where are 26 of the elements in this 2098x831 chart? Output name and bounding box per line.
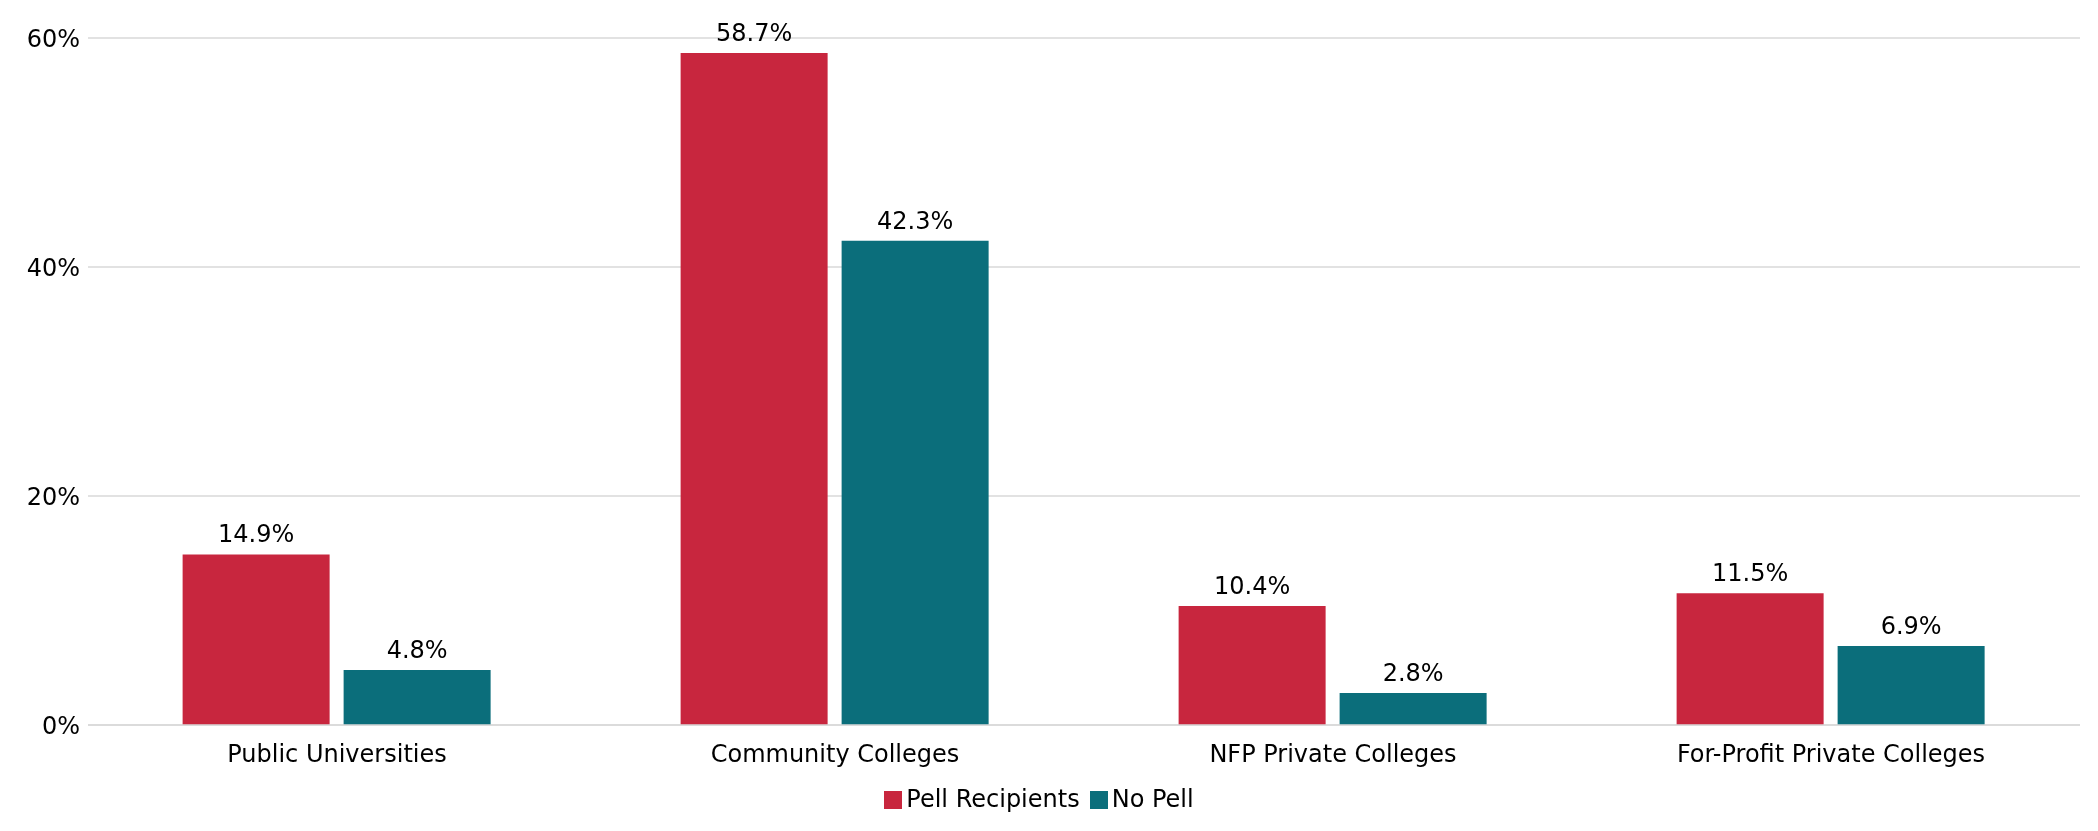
bar <box>841 240 989 725</box>
x-tick-label: Public Universities <box>227 740 447 769</box>
legend-label: Pell Recipients <box>906 785 1080 813</box>
y-tick-label: 40% <box>26 253 80 282</box>
bar <box>1676 593 1824 725</box>
bar <box>1837 646 1985 725</box>
y-tick-label: 60% <box>26 24 80 53</box>
data-label: 4.8% <box>386 636 448 665</box>
data-label: 6.9% <box>1880 611 1942 640</box>
data-label: 14.9% <box>217 520 295 549</box>
y-tick-label: 0% <box>41 711 80 740</box>
data-label: 58.7% <box>715 18 793 47</box>
bar <box>680 52 828 725</box>
y-tick-label: 20% <box>26 482 80 511</box>
x-tick-label: Community Colleges <box>710 740 960 769</box>
x-tick-label: For-Profit Private Colleges <box>1676 740 1986 769</box>
data-label: 42.3% <box>876 206 954 235</box>
data-label: 10.4% <box>1213 571 1291 600</box>
bar <box>182 554 330 725</box>
data-label: 11.5% <box>1711 559 1789 588</box>
x-tick-label: NFP Private Colleges <box>1209 740 1457 769</box>
bar <box>343 670 491 725</box>
legend-label: No Pell <box>1111 785 1194 813</box>
data-label: 2.8% <box>1382 658 1444 687</box>
bar <box>1178 605 1326 725</box>
bar <box>1339 692 1487 725</box>
